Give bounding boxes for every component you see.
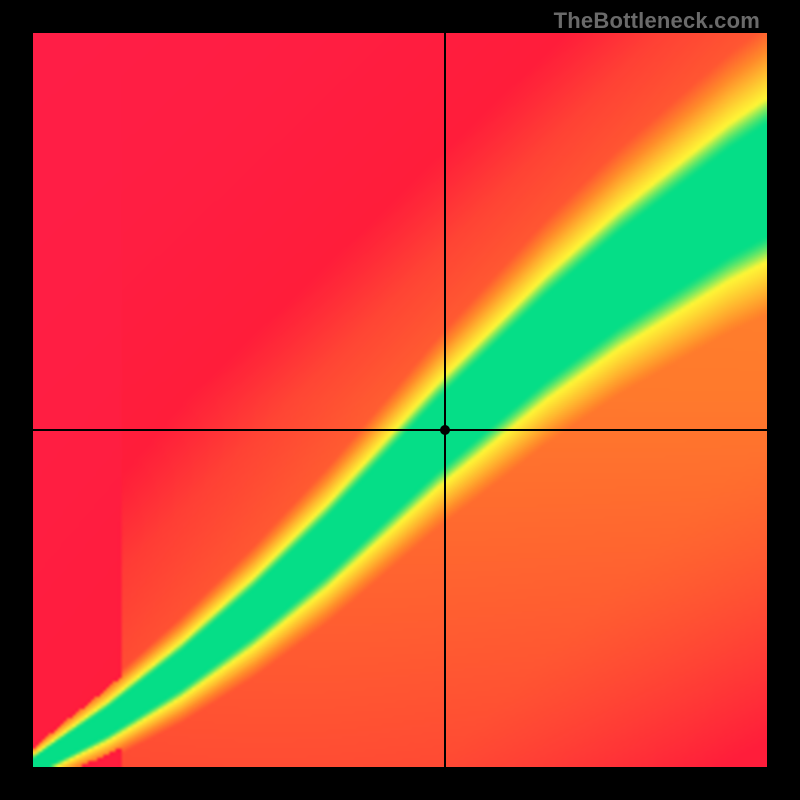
crosshair-vertical <box>444 33 446 767</box>
crosshair-marker <box>440 425 450 435</box>
heatmap-plot-frame <box>33 33 767 767</box>
watermark-text: TheBottleneck.com <box>554 8 760 34</box>
heatmap-canvas <box>33 33 767 767</box>
crosshair-horizontal <box>33 429 767 431</box>
